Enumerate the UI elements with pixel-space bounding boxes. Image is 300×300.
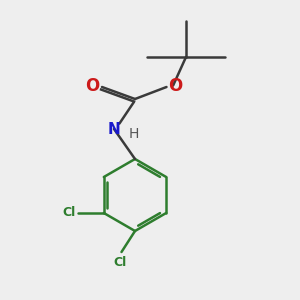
- Text: Cl: Cl: [63, 206, 76, 220]
- Text: Cl: Cl: [113, 256, 127, 268]
- Text: O: O: [168, 77, 182, 95]
- Text: H: H: [128, 127, 139, 140]
- Text: O: O: [85, 77, 100, 95]
- Text: N: N: [108, 122, 120, 136]
